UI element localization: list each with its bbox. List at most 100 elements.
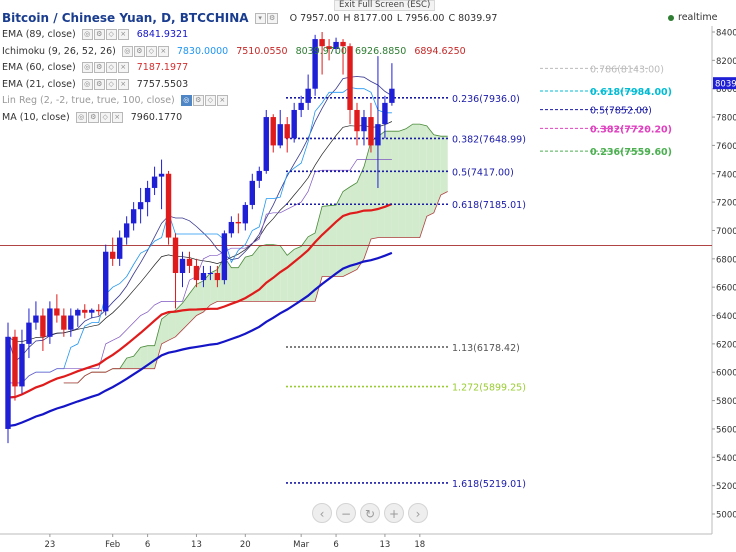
close-icon[interactable]: × [157, 45, 169, 57]
format-icon[interactable]: ◇ [105, 29, 117, 41]
indicator-value: 6894.6250 [414, 45, 466, 57]
time-tick-label: 6 [333, 540, 338, 550]
price-tick-label: 5400 [716, 454, 736, 464]
cloud-segment [161, 313, 169, 344]
candle [5, 322, 11, 444]
cloud-segment [377, 131, 385, 238]
candle [75, 308, 81, 327]
settings-icon[interactable]: ⚙ [192, 95, 204, 107]
candle-body [54, 308, 60, 316]
cloud-segment [391, 131, 399, 238]
format-icon[interactable]: ◇ [105, 78, 117, 90]
time-tick-label: 6 [145, 540, 150, 550]
zoom-in-button[interactable]: + [384, 503, 404, 523]
candles [5, 32, 395, 444]
candle-body [47, 308, 53, 337]
candle [375, 56, 381, 188]
indicator-legend: Bitcoin / Chinese Yuan, D, BTCCHINA ▾ ⚙ … [2, 10, 497, 126]
indicator-value: 7960.1770 [130, 111, 183, 123]
fibonacci-extension: 0.236(7936.0) 0.382(7648.99) 0.5(7417.00) 0… [286, 64, 672, 490]
cloud-segment [433, 134, 441, 213]
indicator-name[interactable]: EMA (60, close) [2, 62, 76, 73]
format-icon[interactable]: ◇ [145, 45, 157, 57]
candle-body [270, 117, 276, 146]
cloud-segment [273, 244, 281, 302]
candle-body [333, 41, 339, 50]
price-tick-label: 5800 [716, 397, 736, 407]
ema60-line [7, 202, 393, 399]
candle-body [305, 88, 311, 103]
candle [40, 308, 46, 351]
cloud-segment [266, 244, 274, 302]
candle [249, 173, 255, 210]
candle [186, 251, 193, 273]
candle-body [375, 124, 381, 146]
time-tick-label: 13 [380, 540, 391, 550]
candle-body [151, 176, 158, 188]
indicator-value: 6926.8850 [354, 45, 407, 57]
candle-body [26, 322, 32, 344]
title-controls: ▾ ⚙ [254, 12, 278, 24]
indicator-row: EMA (89, close) ◎ ⚙ ◇ × 6841.9321 [2, 27, 497, 44]
indicator-name[interactable]: Ichimoku (9, 26, 52, 26) [2, 45, 116, 57]
close-icon[interactable]: × [216, 95, 228, 107]
candle [89, 308, 95, 319]
close-icon[interactable]: × [111, 111, 123, 123]
scroll-left-button[interactable]: ‹ [312, 503, 332, 523]
indicator-name[interactable]: MA (10, close) [2, 111, 70, 123]
format-icon[interactable]: ◇ [105, 62, 117, 74]
candle-body [291, 109, 297, 139]
dropdown-icon[interactable]: ▾ [254, 12, 266, 24]
realtime-label: realtime [678, 12, 718, 23]
candle [123, 216, 130, 245]
cloud-segment [322, 205, 330, 277]
eye-icon[interactable]: ◎ [81, 29, 93, 41]
indicator-name[interactable]: EMA (21, close) [2, 78, 76, 90]
symbol-title[interactable]: Bitcoin / Chinese Yuan, D, BTCCHINA [2, 11, 249, 26]
ohlc-high: H 8177.00 [343, 12, 393, 24]
eye-icon[interactable]: ◎ [81, 78, 93, 90]
exit-fullscreen-button[interactable]: Exit Full Screen (ESC) [334, 0, 436, 11]
format-icon[interactable]: ◇ [204, 95, 216, 107]
candle [354, 102, 360, 146]
candle [158, 159, 165, 210]
zoom-out-button[interactable]: − [336, 503, 356, 523]
last-price-tag [713, 77, 736, 90]
indicator-name[interactable]: Lin Reg (2, -2, true, true, 100, close) [2, 95, 175, 106]
settings-icon[interactable]: ⚙ [93, 78, 105, 90]
cloud-segment [419, 124, 427, 238]
eye-icon[interactable]: ◎ [81, 62, 93, 74]
close-icon[interactable]: × [117, 62, 129, 74]
settings-icon[interactable]: ⚙ [93, 62, 105, 74]
candle-body [312, 39, 318, 89]
indicator-name[interactable]: EMA (89, close) [2, 29, 76, 40]
fib-level-label: 1.13(6178.42) [452, 343, 520, 354]
candle-body [298, 102, 304, 110]
candle-body [5, 336, 11, 429]
reset-chart-button[interactable]: ↻ [360, 503, 380, 523]
settings-icon[interactable]: ⚙ [93, 29, 105, 41]
scroll-right-button[interactable]: › [408, 503, 428, 523]
eye-icon[interactable]: ◎ [121, 45, 133, 57]
format-icon[interactable]: ◇ [99, 111, 111, 123]
close-icon[interactable]: × [117, 29, 129, 41]
symbol-title-row: Bitcoin / Chinese Yuan, D, BTCCHINA ▾ ⚙ … [2, 10, 497, 27]
close-icon[interactable]: × [117, 78, 129, 90]
settings-icon[interactable]: ⚙ [87, 111, 99, 123]
indicator-value: 7757.5503 [136, 78, 189, 90]
candle [291, 102, 297, 143]
eye-icon[interactable]: ◎ [180, 95, 192, 107]
candle-body [137, 202, 144, 210]
candle [235, 213, 242, 234]
candle-body [75, 309, 81, 316]
eye-icon[interactable]: ◎ [75, 111, 87, 123]
settings-icon[interactable]: ⚙ [133, 45, 145, 57]
candle [172, 233, 179, 309]
settings-icon[interactable]: ⚙ [266, 12, 278, 24]
price-tick-label: 5600 [716, 425, 736, 435]
candle [116, 230, 123, 266]
cloud-segment [440, 136, 448, 196]
candle-body [186, 258, 193, 266]
chevron-right-icon: › [415, 507, 421, 521]
